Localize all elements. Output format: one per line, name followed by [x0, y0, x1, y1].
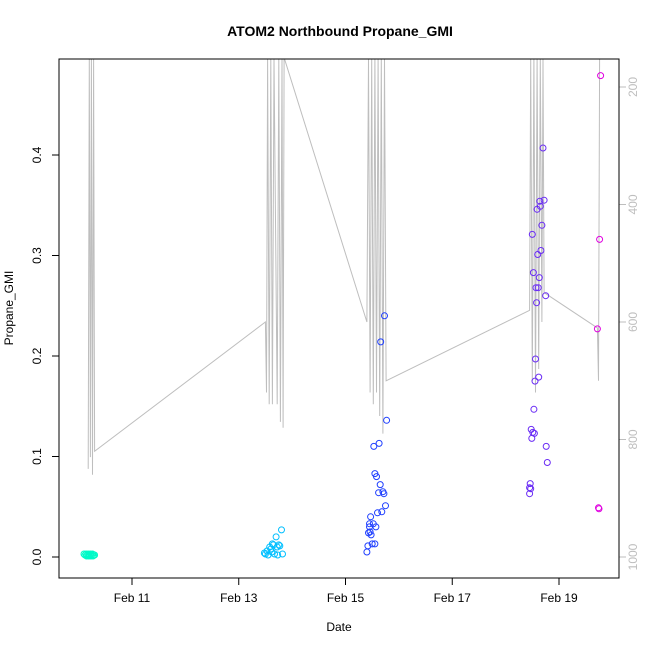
data-point: [279, 550, 286, 558]
data-point: [537, 247, 545, 254]
data-point: [269, 541, 277, 549]
x-tick-label: Feb 11: [114, 591, 151, 605]
data-point: [595, 505, 603, 513]
data-point: [363, 548, 371, 556]
data-point: [271, 550, 278, 558]
data-point: [531, 377, 539, 385]
data-point: [373, 473, 380, 481]
data-point: [367, 513, 375, 521]
data-point: [85, 551, 93, 559]
y-tick-label: 0.4: [30, 146, 44, 163]
data-point: [527, 485, 535, 493]
secondary-tick-label: 600: [626, 312, 640, 332]
x-tick-label: Feb 17: [434, 591, 472, 605]
data-points-layer: [80, 72, 605, 560]
data-point: [542, 292, 550, 300]
data-point: [87, 551, 95, 559]
data-point: [528, 230, 536, 238]
data-point: [536, 197, 544, 205]
y-tick-label: 0.3: [30, 247, 44, 264]
x-tick-label: Feb 15: [327, 591, 365, 605]
data-point: [377, 338, 385, 346]
data-point: [382, 502, 389, 510]
data-point: [367, 531, 375, 539]
secondary-tick-label: 400: [626, 194, 640, 214]
y-tick-label: 0.2: [30, 347, 44, 364]
axes-layer: Feb 11 Feb 13 Feb 15 Feb 17 Feb 19 0.0 0.1 0.2 0…: [30, 77, 640, 605]
data-point: [526, 484, 534, 492]
data-point: [543, 459, 551, 466]
data-point: [383, 416, 391, 424]
data-point: [374, 509, 381, 517]
y-tick-label: 0.0: [30, 548, 44, 565]
x-tick-label: Feb 13: [220, 591, 258, 605]
data-point: [542, 442, 550, 450]
data-point: [366, 520, 373, 528]
data-point: [540, 196, 548, 204]
data-point: [276, 542, 284, 550]
data-point: [532, 284, 540, 292]
pressure-line-layer: [87, 59, 601, 475]
data-point: [364, 542, 372, 550]
data-point: [530, 405, 538, 413]
chart-title: ATOM2 Northbound Propane_GMI: [227, 23, 453, 39]
data-point: [275, 541, 283, 549]
data-point: [593, 325, 601, 333]
data-point: [274, 551, 282, 559]
data-point: [532, 355, 539, 363]
data-point: [533, 299, 541, 307]
data-point: [366, 528, 374, 536]
secondary-tick-label: 1000: [626, 543, 640, 570]
data-point: [536, 202, 544, 210]
data-point: [597, 72, 605, 80]
y-tick-label: 0.1: [30, 448, 44, 465]
x-tick-label: Feb 19: [540, 591, 578, 605]
pressure-line: [87, 59, 601, 475]
data-point: [372, 523, 380, 531]
x-axis-title: Date: [326, 620, 352, 634]
y-axis-title: Propane_GMI: [2, 271, 16, 346]
data-point: [91, 551, 99, 559]
data-point: [529, 428, 537, 436]
data-point: [375, 489, 383, 497]
data-point: [380, 490, 388, 498]
data-point: [539, 144, 547, 152]
data-point: [370, 442, 378, 450]
data-point: [538, 221, 546, 229]
data-point: [268, 540, 276, 548]
data-point: [529, 269, 537, 277]
data-point: [378, 508, 386, 516]
data-point: [596, 235, 604, 243]
data-point: [530, 429, 538, 437]
data-point: [381, 312, 388, 320]
data-point: [535, 274, 543, 282]
secondary-tick-label: 800: [626, 429, 640, 449]
data-point: [535, 373, 543, 381]
secondary-tick-label: 200: [626, 77, 640, 97]
data-point: [278, 526, 285, 534]
data-point: [375, 439, 383, 447]
data-point: [526, 480, 534, 488]
data-point: [376, 481, 384, 489]
plot-frame: [58, 58, 620, 579]
data-point: [368, 540, 376, 548]
data-point: [534, 284, 542, 292]
data-point: [371, 540, 379, 548]
data-point: [272, 533, 280, 541]
